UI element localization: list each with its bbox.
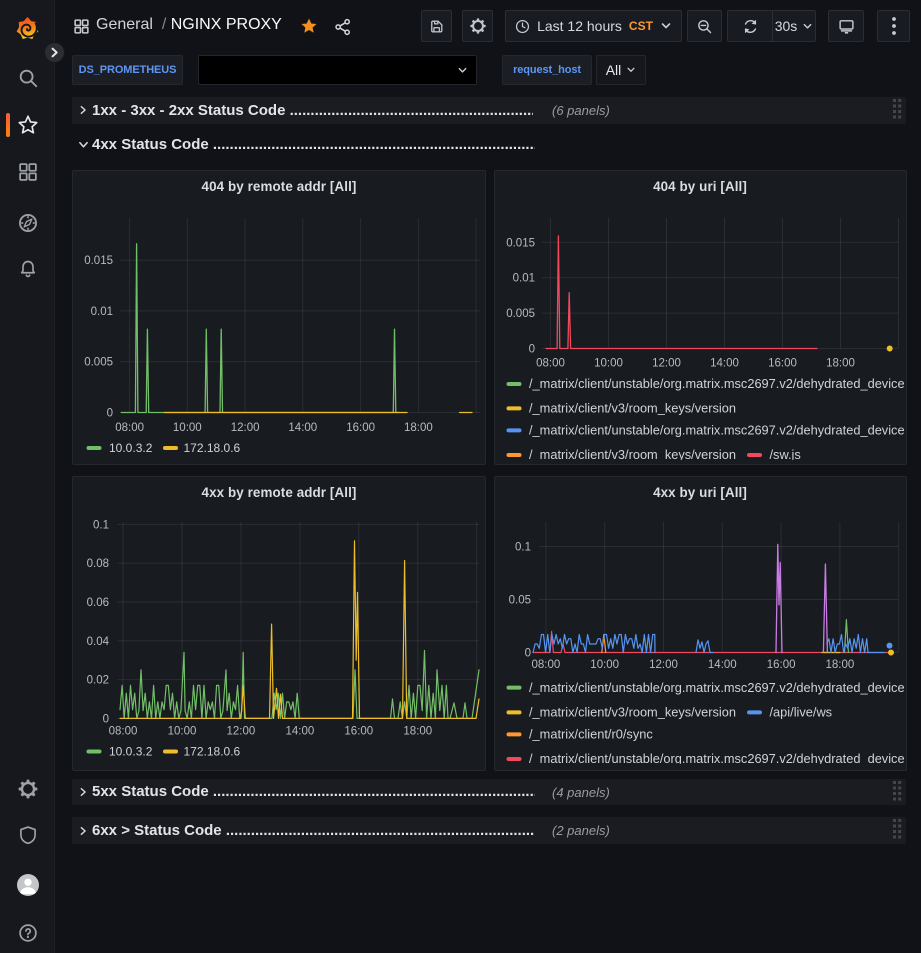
svg-text:0.01: 0.01: [512, 273, 534, 285]
svg-text:14:00: 14:00: [710, 358, 739, 370]
svg-text:0.04: 0.04: [87, 635, 110, 647]
svg-text:08:00: 08:00: [109, 725, 138, 737]
svg-text:16:00: 16:00: [346, 422, 375, 434]
svg-text:0.06: 0.06: [87, 597, 109, 609]
svg-text:10:00: 10:00: [173, 422, 202, 434]
svg-text:/_matrix/client/unstable/org.m: /_matrix/client/unstable/org.matrix.msc2…: [529, 376, 905, 391]
svg-text:/api/live/ws: /api/live/ws: [769, 704, 832, 719]
svg-text:/sw.js: /sw.js: [769, 447, 800, 462]
svg-text:0.02: 0.02: [87, 674, 109, 686]
svg-text:18:00: 18:00: [826, 358, 855, 370]
svg-text:/_matrix/client/unstable/org.m: /_matrix/client/unstable/org.matrix.msc2…: [529, 679, 905, 694]
svg-text:12:00: 12:00: [231, 422, 260, 434]
svg-text:16:00: 16:00: [344, 725, 373, 737]
svg-text:0: 0: [107, 408, 113, 420]
svg-text:/_matrix/client/r0/sync: /_matrix/client/r0/sync: [529, 726, 653, 741]
svg-text:/_matrix/client/unstable/org.m: /_matrix/client/unstable/org.matrix.msc2…: [529, 751, 905, 766]
svg-text:10:00: 10:00: [590, 659, 619, 671]
svg-text:0: 0: [524, 647, 530, 659]
svg-text:08:00: 08:00: [115, 422, 144, 434]
svg-text:18:00: 18:00: [825, 659, 854, 671]
svg-text:12:00: 12:00: [652, 358, 681, 370]
svg-text:10.0.3.2: 10.0.3.2: [109, 744, 153, 758]
svg-text:0: 0: [528, 344, 534, 356]
svg-text:14:00: 14:00: [286, 725, 315, 737]
svg-text:172.18.0.6: 172.18.0.6: [184, 441, 241, 455]
svg-text:10:00: 10:00: [594, 358, 623, 370]
svg-text:08:00: 08:00: [531, 659, 560, 671]
svg-text:0.1: 0.1: [515, 541, 531, 553]
svg-text:0.1: 0.1: [93, 519, 109, 531]
svg-text:/_matrix/client/v3/room_keys/v: /_matrix/client/v3/room_keys/version: [529, 704, 736, 719]
svg-text:08:00: 08:00: [536, 358, 565, 370]
svg-text:/_matrix/client/unstable/org.m: /_matrix/client/unstable/org.matrix.msc2…: [529, 423, 905, 438]
svg-text:0.005: 0.005: [84, 357, 113, 369]
svg-text:12:00: 12:00: [227, 725, 256, 737]
svg-text:18:00: 18:00: [404, 422, 433, 434]
svg-text:12:00: 12:00: [649, 659, 678, 671]
svg-text:14:00: 14:00: [288, 422, 317, 434]
svg-text:0.05: 0.05: [508, 594, 530, 606]
svg-text:0: 0: [103, 713, 109, 725]
svg-text:0.015: 0.015: [506, 237, 535, 249]
svg-text:0.08: 0.08: [87, 558, 109, 570]
svg-text:16:00: 16:00: [766, 659, 795, 671]
svg-text:10:00: 10:00: [168, 725, 197, 737]
svg-text:16:00: 16:00: [768, 358, 797, 370]
svg-text:10.0.3.2: 10.0.3.2: [109, 441, 153, 455]
svg-text:172.18.0.6: 172.18.0.6: [184, 744, 241, 758]
svg-text:/_matrix/client/v3/room_keys/v: /_matrix/client/v3/room_keys/version: [529, 447, 736, 462]
svg-text:14:00: 14:00: [707, 659, 736, 671]
svg-text:18:00: 18:00: [403, 725, 432, 737]
svg-text:0.005: 0.005: [506, 308, 535, 320]
svg-text:/_matrix/client/v3/room_keys/v: /_matrix/client/v3/room_keys/version: [529, 401, 736, 416]
svg-text:0.015: 0.015: [84, 255, 113, 267]
svg-text:0.01: 0.01: [91, 306, 113, 318]
